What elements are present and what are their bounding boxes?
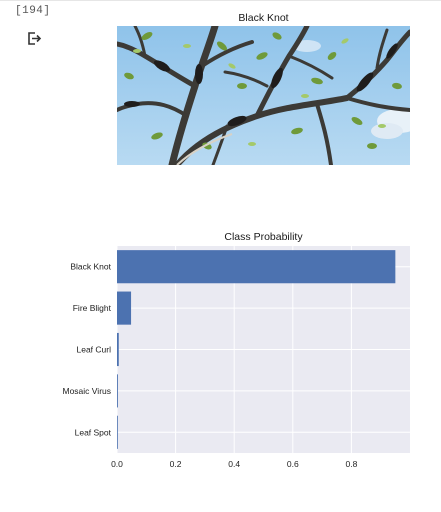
bar-4	[117, 415, 118, 449]
image-title: Black Knot	[238, 12, 289, 24]
category-label-3: Mosaic Virus	[63, 386, 112, 396]
category-label-2: Leaf Curl	[77, 345, 112, 355]
cell-top-border	[0, 0, 441, 1]
bar-1	[117, 291, 132, 325]
bar-3	[117, 374, 118, 408]
category-label-0: Black Knot	[70, 262, 111, 272]
x-tick-label-0: 0.0	[111, 459, 123, 469]
bar-2	[117, 332, 119, 367]
x-tick-label-1: 0.2	[170, 459, 182, 469]
tree-branch-photo	[117, 26, 410, 165]
x-tick-label-4: 0.8	[345, 459, 357, 469]
execution-count: [194]	[15, 5, 51, 17]
category-label-4: Leaf Spot	[75, 427, 112, 437]
category-label-1: Fire Blight	[73, 303, 112, 313]
output-arrow-icon[interactable]	[26, 31, 42, 47]
x-tick-label-2: 0.4	[228, 459, 240, 469]
bar-0	[117, 250, 396, 284]
x-tick-label-3: 0.6	[287, 459, 299, 469]
class-probability-chart: Black Knot Fire Blight Leaf Curl Mosaic Vir…	[63, 231, 410, 469]
chart-title: Class Probability	[224, 231, 303, 243]
